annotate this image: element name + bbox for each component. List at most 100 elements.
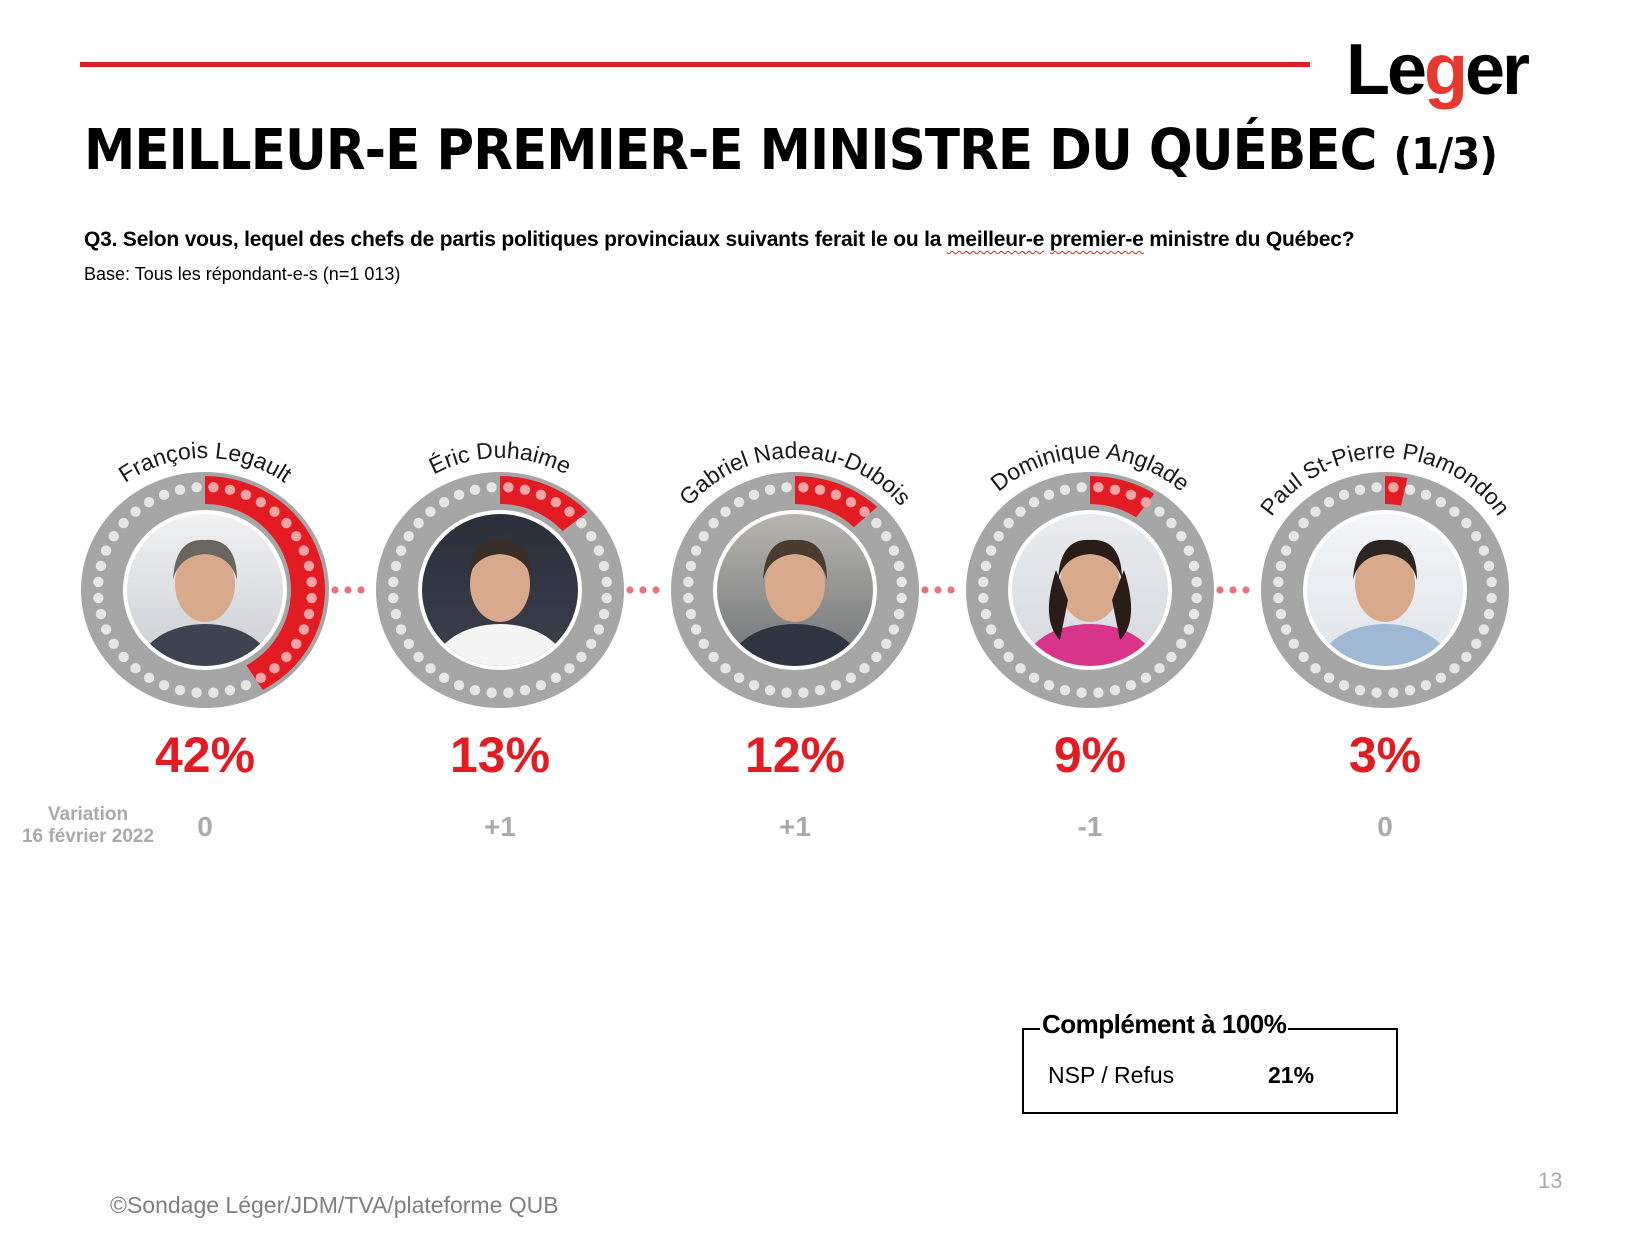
gauge-dot	[1059, 484, 1071, 496]
gauge-dot	[1354, 484, 1366, 496]
connector-dots	[331, 586, 365, 594]
gauge-dot	[1176, 638, 1187, 650]
gauge-dot	[685, 608, 697, 620]
gauge-dot-filled	[291, 638, 302, 650]
gauge-dot-filled	[798, 482, 809, 493]
gauge-dot	[1028, 672, 1040, 684]
gauge-dot	[469, 484, 481, 496]
gauge-dot	[1435, 672, 1447, 684]
gauge-dot	[108, 530, 119, 542]
top-red-rule	[80, 62, 1310, 67]
gauge-dot	[486, 482, 497, 493]
gauge-dot	[1076, 482, 1087, 493]
gauge-dot	[1449, 506, 1460, 517]
footer-credit: ©Sondage Léger/JDM/TVA/plateforme QUB	[110, 1192, 559, 1218]
question-prefix: Q3. Selon vous, lequel des chefs de part…	[84, 228, 947, 251]
gauge-dot	[690, 545, 702, 556]
variation-label: Variation 16 février 2022	[8, 804, 168, 848]
person-shoulders	[729, 624, 861, 666]
gauge-dot	[1486, 592, 1497, 604]
gauge-dot	[720, 663, 731, 674]
gauge-dot-filled	[859, 506, 870, 517]
gauge-dot	[733, 496, 745, 508]
connector-dots	[921, 586, 955, 594]
gauge-dot	[1183, 545, 1195, 556]
gauge-dot	[1371, 687, 1382, 698]
gauge-dot-filled	[240, 489, 252, 501]
gauge-dot-filled	[303, 608, 315, 620]
person-hair	[763, 539, 827, 580]
gauge-dot	[1003, 517, 1014, 529]
gauge-dot	[893, 560, 905, 572]
gauge-dot	[403, 638, 414, 650]
gauge-dot	[438, 672, 450, 684]
gauge-dot	[535, 679, 547, 691]
gauge-dot	[158, 679, 170, 691]
gauge-dot	[601, 576, 612, 588]
gauge-dot	[764, 684, 776, 696]
gauge-dot	[720, 506, 731, 517]
gauge-dot	[1059, 684, 1071, 696]
gauge-dot	[1483, 608, 1495, 620]
gauge-dot	[1288, 530, 1299, 542]
complement-label: NSP / Refus	[1048, 1062, 1175, 1088]
gauge-dot	[158, 489, 170, 501]
gauge-dot	[1478, 545, 1490, 556]
gauge-dot	[174, 484, 186, 496]
gauge-dot	[519, 684, 531, 696]
gauge-dot	[1183, 624, 1195, 635]
gauge-dot	[388, 592, 399, 604]
person-shoulders	[139, 624, 271, 666]
connector-dot	[934, 586, 942, 594]
gauge-dot	[698, 530, 709, 542]
gauge-dot	[598, 560, 610, 572]
gauge-dot-filled	[269, 506, 280, 517]
connector-dot	[1216, 586, 1224, 594]
connector-dot	[344, 586, 352, 594]
gauge-dot-filled	[535, 489, 547, 501]
variation-label-line1: Variation	[47, 804, 129, 825]
gauge-dot	[1404, 684, 1416, 696]
question-suffix: ministre du Québec?	[1143, 228, 1355, 251]
complement-title: Complément à 100%	[1040, 1009, 1289, 1040]
connector-dot	[357, 586, 365, 594]
gauge-dot-filled	[550, 496, 562, 508]
gauge-dot-filled	[519, 484, 531, 496]
gauge-dot	[1420, 489, 1432, 501]
gauge-dot	[1093, 687, 1104, 698]
gauge-dot	[1125, 679, 1137, 691]
gauge-dot	[1323, 496, 1335, 508]
variation-value: 0	[197, 811, 213, 842]
person-face	[765, 546, 825, 622]
gauge-dot	[191, 482, 202, 493]
gauge-dot	[593, 545, 605, 556]
gauge-dot-filled	[291, 530, 302, 542]
question-word-premier: premier-e	[1049, 228, 1144, 251]
gauge-dot	[1371, 482, 1382, 493]
leger-logo: Leger	[1346, 34, 1530, 106]
variation-value: +1	[484, 811, 516, 842]
gauge-dot	[814, 684, 826, 696]
gauge-dot	[395, 545, 407, 556]
gauge-dot	[390, 560, 402, 572]
gauge-dot	[1275, 608, 1287, 620]
gauge-dot	[896, 576, 907, 588]
gauge-dot	[1461, 517, 1472, 529]
connector-dot	[947, 586, 955, 594]
gauge-dot	[1310, 663, 1321, 674]
gauge-dot	[1461, 651, 1472, 663]
person-shoulders	[1024, 624, 1156, 666]
gauge-dot	[781, 482, 792, 493]
gauge-dot	[781, 687, 792, 698]
gauge-dot	[733, 672, 745, 684]
gauge-dot	[881, 638, 892, 650]
gauge-dot	[1323, 672, 1335, 684]
gauge-dot	[985, 545, 997, 556]
gauge-dot	[708, 651, 719, 663]
gauge-dot	[1449, 663, 1460, 674]
gauge-dot	[118, 651, 129, 663]
gauge-dot	[698, 638, 709, 650]
complement-value: 21%	[1268, 1062, 1315, 1088]
gauge-dot	[388, 576, 399, 588]
